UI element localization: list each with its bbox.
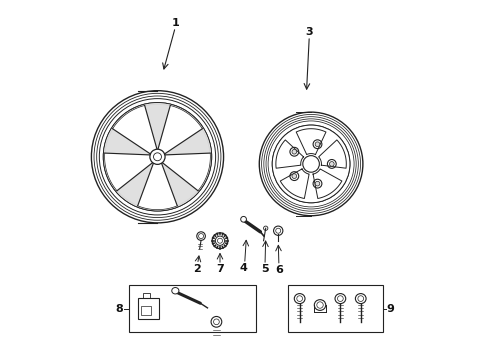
Text: 4: 4 bbox=[240, 263, 248, 273]
Ellipse shape bbox=[272, 125, 350, 203]
Text: 1: 1 bbox=[172, 18, 179, 28]
Text: 8: 8 bbox=[115, 303, 123, 314]
Polygon shape bbox=[145, 104, 170, 149]
Polygon shape bbox=[162, 163, 198, 206]
Text: 7: 7 bbox=[216, 264, 224, 274]
Bar bbox=[138, 298, 159, 319]
Bar bbox=[288, 285, 383, 332]
Text: 2: 2 bbox=[193, 264, 200, 274]
Ellipse shape bbox=[315, 142, 320, 147]
Text: 5: 5 bbox=[261, 264, 269, 274]
Ellipse shape bbox=[103, 103, 212, 211]
Bar bbox=[143, 293, 150, 298]
Bar bbox=[141, 306, 151, 315]
Text: 9: 9 bbox=[386, 303, 394, 314]
Polygon shape bbox=[117, 163, 153, 206]
Ellipse shape bbox=[292, 149, 296, 154]
Ellipse shape bbox=[172, 288, 179, 294]
Ellipse shape bbox=[315, 181, 320, 186]
Polygon shape bbox=[105, 129, 150, 155]
Bar bbox=[129, 285, 256, 332]
Polygon shape bbox=[165, 129, 210, 155]
Ellipse shape bbox=[329, 162, 334, 166]
Ellipse shape bbox=[292, 174, 296, 179]
Ellipse shape bbox=[241, 216, 246, 222]
Text: 6: 6 bbox=[275, 265, 283, 275]
Text: 3: 3 bbox=[305, 27, 313, 37]
